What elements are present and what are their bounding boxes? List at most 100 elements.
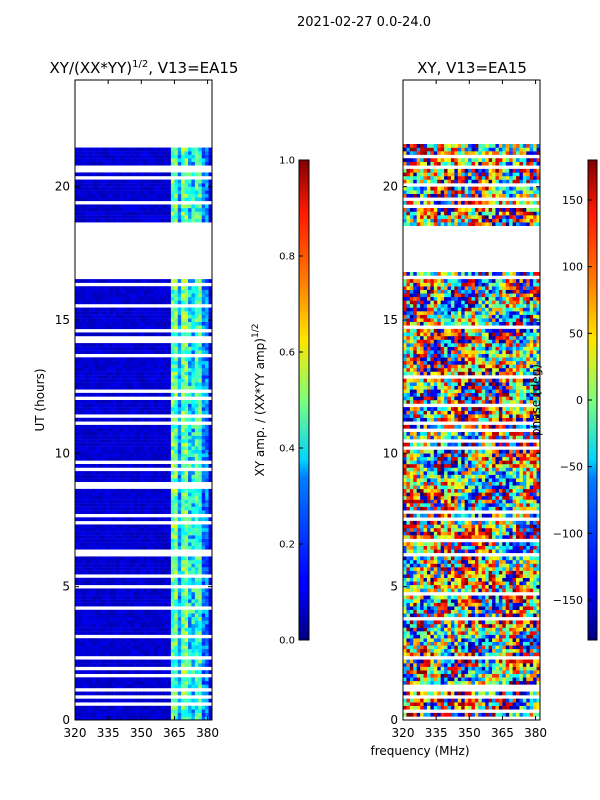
heatmap-cell xyxy=(75,563,79,568)
heatmap-cell xyxy=(129,609,134,614)
heatmap-cell xyxy=(122,645,127,650)
heatmap-cell xyxy=(143,464,148,468)
heatmap-cell xyxy=(403,666,407,671)
heatmap-cell xyxy=(188,410,192,415)
heatmap-cell xyxy=(136,446,141,450)
heatmap-cell xyxy=(474,673,479,678)
heatmap-cell xyxy=(174,698,179,703)
heatmap-cell xyxy=(92,368,96,372)
heatmap-cell xyxy=(116,311,120,315)
heatmap-cell xyxy=(454,702,459,706)
heatmap-cell xyxy=(184,652,189,657)
heatmap-cell xyxy=(150,645,155,650)
heatmap-cell xyxy=(205,286,209,290)
heatmap-cell xyxy=(191,510,196,514)
heatmap-cell xyxy=(198,652,203,657)
heatmap-cell xyxy=(167,208,172,212)
heatmap-cell xyxy=(208,382,212,386)
heatmap-cell xyxy=(92,588,96,593)
heatmap-cell xyxy=(78,186,83,191)
colorbar-tick-label: 0.4 xyxy=(279,444,295,455)
heatmap-cell xyxy=(164,332,168,337)
heatmap-cell xyxy=(140,592,144,596)
heatmap-cell xyxy=(85,499,90,504)
heatmap-cell xyxy=(109,392,114,397)
heatmap-cell xyxy=(126,577,131,582)
heatmap-cell xyxy=(105,350,110,354)
heatmap-cell xyxy=(146,407,151,411)
heatmap-cell xyxy=(160,609,165,614)
heatmap-cell xyxy=(198,705,203,710)
heatmap-cell xyxy=(194,190,199,194)
heatmap-cell xyxy=(153,161,158,166)
heatmap-cell xyxy=(208,403,212,408)
heatmap-cell xyxy=(502,698,507,703)
heatmap-cell xyxy=(181,293,186,298)
heatmap-cell xyxy=(122,545,127,550)
heatmap-cell xyxy=(95,499,100,504)
heatmap-cell xyxy=(140,439,144,443)
heatmap-cell xyxy=(112,648,117,653)
heatmap-cell xyxy=(126,375,131,379)
heatmap-cell xyxy=(78,190,83,194)
heatmap-cell xyxy=(208,556,212,561)
heatmap-cell xyxy=(105,446,110,450)
heatmap-cell xyxy=(437,666,442,671)
heatmap-cell xyxy=(150,478,155,482)
heatmap-cell xyxy=(170,613,175,618)
heatmap-cell xyxy=(85,385,90,390)
heatmap-cell xyxy=(146,350,151,354)
heatmap-cell xyxy=(122,446,127,450)
heatmap-cell xyxy=(170,332,175,337)
heatmap-cell xyxy=(437,691,442,696)
heatmap-cell xyxy=(119,478,124,482)
heatmap-cell xyxy=(129,570,134,575)
heatmap-cell xyxy=(188,357,192,362)
heatmap-cell xyxy=(188,613,192,618)
heatmap-cell xyxy=(194,151,199,155)
heatmap-cell xyxy=(88,613,93,618)
heatmap-cell xyxy=(167,296,172,301)
heatmap-cell xyxy=(184,371,189,376)
heatmap-cell xyxy=(122,627,127,632)
heatmap-cell xyxy=(116,691,120,696)
heatmap-cell xyxy=(208,360,212,365)
heatmap-cell xyxy=(495,702,500,706)
heatmap-cell xyxy=(105,378,110,383)
heatmap-cell xyxy=(208,296,212,301)
heatmap-cell xyxy=(85,652,90,657)
heatmap-cell xyxy=(122,471,127,475)
heatmap-cell xyxy=(201,343,206,347)
heatmap-cell xyxy=(78,716,83,720)
heatmap-cell xyxy=(413,698,418,703)
heatmap-cell xyxy=(150,488,155,493)
heatmap-cell xyxy=(75,581,79,586)
heatmap-cell xyxy=(92,161,96,166)
heatmap-cell xyxy=(146,453,151,458)
heatmap-cell xyxy=(109,346,114,351)
heatmap-cell xyxy=(167,677,172,682)
heatmap-cell xyxy=(153,204,158,209)
heatmap-cell xyxy=(157,609,162,614)
heatmap-cell xyxy=(157,556,162,561)
heatmap-cell xyxy=(157,616,162,621)
heatmap-cell xyxy=(102,609,107,614)
heatmap-cell xyxy=(95,357,100,362)
heatmap-cell xyxy=(201,442,206,447)
heatmap-cell xyxy=(112,456,117,461)
heatmap-cell xyxy=(95,382,100,386)
heatmap-cell xyxy=(143,627,148,632)
heatmap-cell xyxy=(191,392,196,397)
heatmap-cell xyxy=(81,435,86,440)
heatmap-cell xyxy=(109,680,114,685)
heatmap-cell xyxy=(140,556,144,561)
heatmap-cell xyxy=(454,677,459,682)
heatmap-cell xyxy=(413,680,418,685)
heatmap-cell xyxy=(116,442,120,447)
heatmap-cell xyxy=(98,289,103,294)
heatmap-cell xyxy=(208,659,212,664)
heatmap-cell xyxy=(143,506,148,511)
heatmap-cell xyxy=(85,343,90,347)
heatmap-cell xyxy=(198,424,203,429)
heatmap-cell xyxy=(167,616,172,621)
